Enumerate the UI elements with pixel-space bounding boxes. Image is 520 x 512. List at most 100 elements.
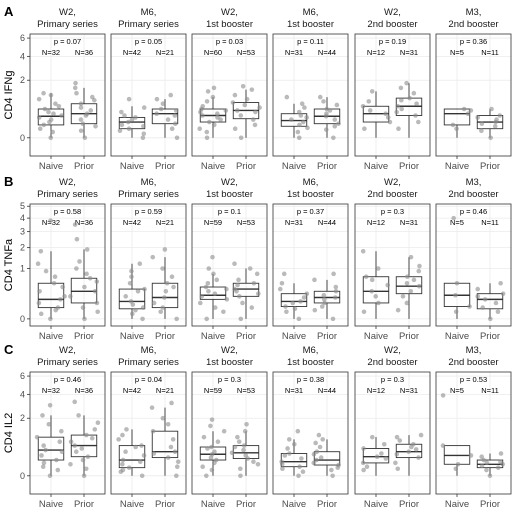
- data-point: [141, 131, 147, 137]
- data-point: [139, 443, 144, 448]
- data-point: [304, 115, 309, 120]
- x-tick-label: Prior: [74, 499, 94, 510]
- data-point: [204, 473, 209, 479]
- data-point: [481, 457, 487, 463]
- data-point: [300, 469, 306, 475]
- data-point: [209, 417, 215, 422]
- data-point: [52, 274, 58, 280]
- data-point: [150, 428, 156, 434]
- data-point: [395, 307, 401, 313]
- data-point: [468, 453, 474, 458]
- data-point: [284, 309, 289, 315]
- data-point: [414, 101, 419, 107]
- data-point: [237, 294, 242, 299]
- data-point: [212, 291, 218, 296]
- box-naive: [199, 417, 227, 479]
- box-iqr: [280, 293, 308, 307]
- data-point: [232, 126, 238, 131]
- p-value-label: p = 0.53: [460, 375, 487, 384]
- facet-strip: [436, 174, 511, 201]
- data-point: [210, 94, 216, 100]
- data-point: [43, 447, 48, 453]
- p-value-label: p = 0.04: [135, 375, 162, 384]
- data-point: [333, 284, 339, 290]
- data-point: [416, 455, 421, 460]
- data-point: [39, 453, 44, 458]
- panel-border: [29, 371, 106, 495]
- data-point: [440, 393, 446, 398]
- data-point: [362, 126, 367, 131]
- data-point: [172, 113, 178, 118]
- data-point: [160, 415, 166, 421]
- data-point: [40, 464, 46, 469]
- data-point: [404, 80, 409, 86]
- box-prior: [151, 92, 180, 141]
- data-point: [312, 277, 317, 283]
- box-naive: [277, 271, 310, 322]
- data-point: [232, 444, 238, 450]
- data-point: [221, 309, 226, 315]
- x-tick-label: Naive: [39, 499, 63, 510]
- data-point: [407, 95, 412, 101]
- facet-title-line2: 2nd booster: [367, 19, 417, 30]
- data-point: [373, 294, 379, 299]
- box-naive: [34, 402, 65, 479]
- data-point: [234, 108, 240, 113]
- data-point: [137, 261, 143, 266]
- facet-title-line2: Primary series: [37, 357, 98, 368]
- data-point: [116, 437, 121, 442]
- facet-title-line1: W2,: [59, 7, 76, 18]
- data-point: [95, 309, 100, 315]
- data-point: [297, 122, 302, 128]
- facet-strip: [273, 342, 348, 369]
- box-naive: [443, 215, 472, 319]
- data-point: [129, 117, 135, 122]
- data-point: [360, 248, 366, 254]
- data-point: [406, 449, 411, 455]
- data-point: [374, 454, 380, 459]
- facet-title-line1: W2,: [59, 177, 76, 188]
- box-naive: [116, 427, 147, 479]
- facet-strip: [355, 174, 430, 201]
- data-point: [238, 113, 244, 118]
- x-tick-label: Prior: [236, 499, 256, 510]
- data-point: [232, 92, 238, 98]
- facet: M6,1st booster p = 0.11 N=31 N=44 Naive Prior: [272, 4, 349, 172]
- data-point: [162, 247, 168, 252]
- data-point: [37, 288, 42, 294]
- data-point: [90, 94, 95, 100]
- p-value-label: p = 0.3: [381, 207, 404, 216]
- facet-strip: [192, 174, 267, 201]
- data-point: [200, 464, 205, 469]
- data-point: [413, 113, 418, 118]
- data-point: [360, 103, 366, 109]
- data-point: [50, 129, 56, 135]
- data-point: [243, 453, 249, 458]
- data-point: [200, 113, 205, 118]
- box-prior: [232, 261, 261, 322]
- data-point: [158, 309, 164, 315]
- facet-title-line1: M3,: [466, 345, 482, 356]
- data-point: [229, 450, 235, 456]
- data-point: [88, 108, 94, 113]
- data-point: [154, 96, 160, 102]
- data-point: [120, 461, 125, 467]
- data-point: [333, 288, 339, 294]
- data-point: [54, 457, 59, 463]
- data-point: [311, 460, 317, 466]
- data-point: [399, 97, 404, 103]
- data-point: [215, 111, 220, 117]
- data-point: [74, 90, 79, 96]
- data-point: [383, 111, 388, 117]
- x-tick-label: Prior: [317, 499, 337, 510]
- x-tick-label: Prior: [74, 331, 94, 342]
- data-point: [383, 456, 389, 461]
- n-prior-label: N=53: [237, 218, 255, 227]
- data-point: [498, 280, 503, 286]
- data-point: [122, 113, 127, 118]
- panel-border: [272, 33, 349, 157]
- box-iqr: [118, 288, 146, 310]
- n-naive-label: N=31: [285, 386, 303, 395]
- p-value-label: p = 0.19: [379, 37, 406, 46]
- box-naive: [117, 96, 147, 141]
